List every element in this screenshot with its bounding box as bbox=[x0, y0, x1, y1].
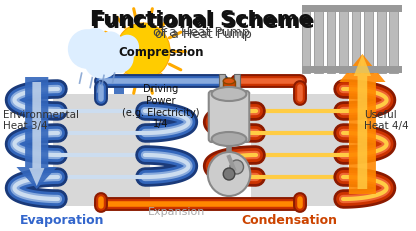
Ellipse shape bbox=[212, 88, 246, 102]
Text: Useful
Heat 4/4: Useful Heat 4/4 bbox=[364, 109, 409, 131]
Bar bbox=[389, 6, 398, 74]
Bar bbox=[352, 6, 360, 74]
Bar bbox=[219, 75, 225, 89]
Text: Functional Scheme: Functional Scheme bbox=[92, 12, 314, 32]
Bar bbox=[302, 67, 416, 74]
FancyArrow shape bbox=[29, 83, 45, 186]
FancyArrow shape bbox=[354, 55, 371, 189]
Bar bbox=[53, 94, 150, 206]
Bar bbox=[251, 94, 348, 206]
Text: Environmental
Heat 3/4: Environmental Heat 3/4 bbox=[3, 109, 79, 131]
Circle shape bbox=[116, 24, 170, 80]
Text: Functional Scheme: Functional Scheme bbox=[90, 10, 312, 30]
Text: Condensation: Condensation bbox=[241, 213, 337, 226]
Circle shape bbox=[223, 168, 235, 180]
Text: of a Heat Pump: of a Heat Pump bbox=[153, 26, 249, 39]
FancyArrow shape bbox=[339, 55, 386, 194]
Bar bbox=[415, 6, 416, 74]
Circle shape bbox=[230, 160, 243, 174]
Text: Driving
Power
(e.g. Electricity)
1/4: Driving Power (e.g. Electricity) 1/4 bbox=[122, 84, 200, 129]
Bar bbox=[234, 75, 240, 89]
FancyArrow shape bbox=[16, 78, 57, 189]
Bar bbox=[339, 6, 348, 74]
Circle shape bbox=[82, 29, 109, 58]
Bar bbox=[223, 82, 235, 97]
Circle shape bbox=[116, 36, 139, 60]
Text: Evaporation: Evaporation bbox=[20, 213, 104, 226]
FancyBboxPatch shape bbox=[209, 92, 249, 142]
Text: of a Heat Pump: of a Heat Pump bbox=[155, 28, 251, 41]
Circle shape bbox=[84, 42, 120, 79]
Bar bbox=[327, 6, 335, 74]
Bar bbox=[302, 6, 416, 13]
Circle shape bbox=[98, 32, 123, 58]
Text: Expansion: Expansion bbox=[148, 206, 206, 216]
Bar bbox=[364, 6, 373, 74]
Circle shape bbox=[68, 30, 106, 70]
Bar bbox=[314, 6, 323, 74]
Polygon shape bbox=[114, 78, 124, 94]
Ellipse shape bbox=[223, 79, 235, 85]
Circle shape bbox=[208, 152, 250, 196]
Ellipse shape bbox=[212, 132, 246, 146]
Circle shape bbox=[104, 43, 134, 74]
Text: Compression: Compression bbox=[118, 46, 203, 58]
Bar bbox=[402, 6, 411, 74]
Bar bbox=[302, 6, 310, 74]
Bar bbox=[377, 6, 386, 74]
